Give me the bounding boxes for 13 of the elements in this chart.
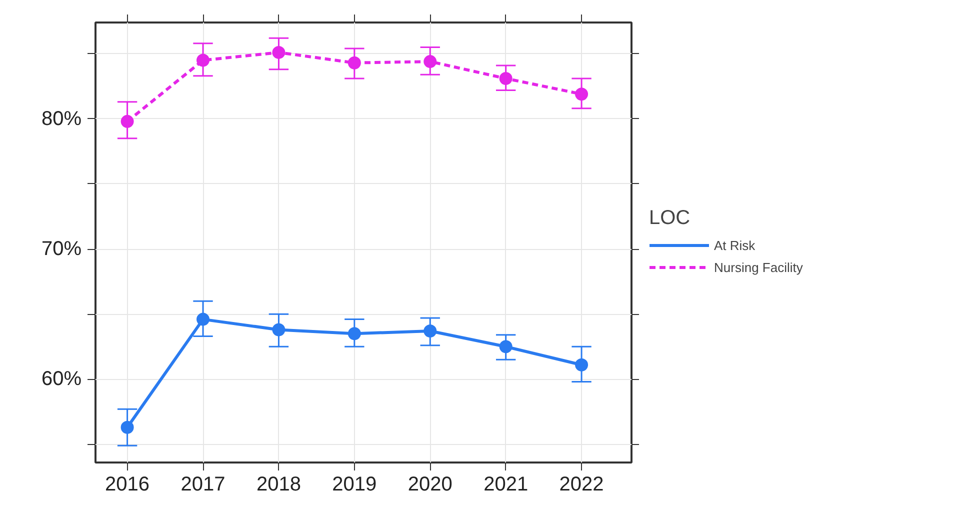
x-tick-label: 2016 bbox=[105, 474, 150, 496]
x-tick-label: 2020 bbox=[408, 474, 452, 496]
legend-label: Nursing Facility bbox=[714, 260, 803, 274]
x-tick-label: 2018 bbox=[256, 474, 301, 496]
x-tick-label: 2021 bbox=[484, 474, 528, 496]
x-tick-label: 2017 bbox=[180, 474, 226, 496]
x-tick-label: 2019 bbox=[332, 474, 377, 496]
legend-title: LOC bbox=[649, 207, 692, 230]
y-tick-label: 60% bbox=[41, 368, 82, 390]
y-tick-label: 70% bbox=[41, 238, 82, 260]
x-tick-label: 2022 bbox=[559, 474, 604, 496]
legend-label: At Risk bbox=[714, 238, 756, 252]
y-tick-label: 80% bbox=[41, 108, 82, 130]
